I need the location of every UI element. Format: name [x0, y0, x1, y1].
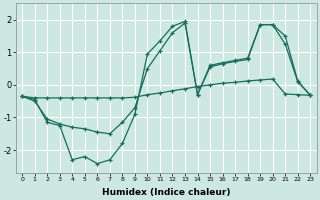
- X-axis label: Humidex (Indice chaleur): Humidex (Indice chaleur): [102, 188, 230, 197]
